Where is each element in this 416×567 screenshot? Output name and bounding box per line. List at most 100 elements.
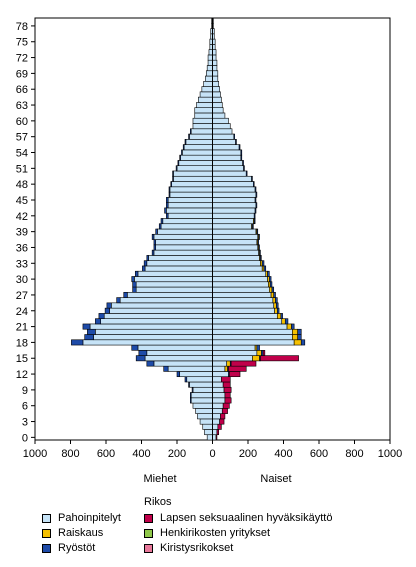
bar-women-age-29-series-2: [269, 281, 273, 288]
bar-men-age-40-series-2: [158, 223, 162, 230]
bar-men-age-38-series-2: [151, 233, 155, 240]
bar-women-age-18-series-0: [212, 339, 295, 346]
bar-women-age-8-series-3: [224, 392, 231, 399]
y-tick-label: 33: [16, 258, 28, 270]
bar-women-age-44-series-0: [212, 202, 257, 209]
legend-item: Kiristysrikokset: [144, 542, 233, 554]
bar-women-age-23-series-1: [276, 313, 282, 319]
bar-men-age-35-series-2: [151, 249, 155, 256]
bar-women-age-36-series-2: [258, 244, 260, 251]
bar-men-age-20-series-2: [87, 328, 96, 335]
bar-women-age-41-series-2: [253, 218, 256, 225]
y-tick-label: 78: [16, 21, 28, 33]
bar-men-age-51-series-0: [176, 165, 213, 172]
bar-men-age-58-series-2: [190, 128, 192, 135]
bar-women-age-36-series-0: [212, 244, 259, 251]
bar-men-age-52-series-2: [177, 160, 180, 166]
legend-label: Raiskaus: [58, 527, 104, 539]
bar-women-age-34-series-0: [212, 255, 260, 261]
bar-women-age-71-series-0: [212, 59, 218, 66]
bar-women-age-16-series-0: [212, 350, 258, 356]
bar-women-age-67-series-0: [212, 81, 220, 87]
bar-men-age-40-series-0: [160, 223, 213, 230]
bar-women-age-10-series-3: [222, 381, 231, 388]
bar-women-age-66-series-0: [212, 86, 220, 93]
bar-men-age-18-series-0: [82, 339, 213, 346]
bar-women-age-48-series-0: [212, 181, 254, 188]
bar-women-age-50-series-0: [212, 170, 247, 177]
bar-women-age-18-series-1: [293, 339, 302, 346]
bar-men-age-55-series-2: [182, 144, 185, 151]
bar-men-age-48-series-0: [171, 181, 213, 188]
bar-women-age-24-series-2: [276, 307, 280, 314]
bar-women-age-38-series-2: [258, 233, 260, 240]
x-tick-label: 800: [61, 448, 79, 460]
bar-men-age-36-series-2: [153, 244, 156, 251]
bar-men-age-31-series-0: [137, 270, 213, 277]
bar-women-age-57-series-0: [212, 133, 235, 140]
bar-men-age-38-series-0: [153, 233, 213, 240]
bar-women-age-6-series-0: [212, 402, 224, 409]
bar-women-age-9-series-0: [212, 386, 225, 393]
bar-women-age-51-series-0: [212, 165, 244, 172]
bar-women-age-65-series-0: [212, 91, 221, 98]
bar-men-age-3-series-0: [199, 418, 213, 425]
bar-women-age-61-series-0: [212, 112, 226, 119]
bar-men-age-18-series-2: [71, 339, 84, 346]
bar-men-age-44-series-0: [167, 202, 213, 209]
bar-women-age-48-series-2: [253, 181, 255, 188]
bar-men-age-28-series-0: [135, 286, 213, 293]
y-axis-ticks: 0369121518212427303336394245485154576063…: [16, 21, 35, 444]
bar-men-age-16-series-0: [146, 350, 213, 356]
legend-item: Henkirikosten yritykset: [144, 527, 270, 539]
y-tick-label: 51: [16, 163, 28, 175]
bar-women-age-26-series-0: [212, 297, 274, 304]
legend-item: Raiskaus: [42, 527, 103, 539]
bar-men-age-44-series-2: [166, 202, 169, 209]
x-tick-label: 1000: [378, 448, 402, 460]
bar-women-age-59-series-0: [212, 123, 231, 130]
bar-men-age-11-series-2: [184, 376, 188, 383]
bar-men-age-48-series-2: [170, 181, 172, 188]
bar-women-age-42-series-2: [253, 212, 256, 219]
bar-men-age-31-series-2: [134, 270, 139, 277]
y-tick-label: 21: [16, 322, 28, 334]
bar-women-age-20-series-2: [297, 328, 302, 335]
bar-men-age-26-series-2: [116, 297, 121, 304]
bar-women-age-60-series-0: [212, 117, 229, 124]
bar-women-age-26-series-1: [272, 297, 276, 304]
bar-women-age-31-series-0: [212, 270, 267, 277]
bar-women-age-21-series-0: [212, 323, 288, 330]
bar-women-age-28-series-0: [212, 286, 270, 293]
bar-men-age-47-series-0: [169, 186, 213, 193]
bar-women-age-15-series-0: [212, 355, 253, 362]
bar-men-age-20-series-0: [95, 328, 213, 335]
bar-men-age-59-series-0: [192, 123, 213, 130]
bar-women-age-49-series-0: [212, 175, 252, 182]
bar-men-age-1-series-0: [204, 429, 213, 436]
bar-men-age-53-series-0: [180, 154, 213, 161]
bar-men-age-0-series-0: [206, 434, 213, 441]
bar-women-age-47-series-0: [212, 186, 256, 193]
bar-women-age-24-series-0: [212, 307, 275, 314]
bar-women-age-13-series-3: [228, 365, 247, 372]
bar-men-age-10-series-0: [189, 381, 213, 388]
bar-women-age-37-series-0: [212, 239, 258, 246]
bar-men-age-29-series-0: [135, 281, 213, 288]
bar-men-age-52-series-0: [178, 160, 213, 166]
bar-women-age-37-series-2: [257, 239, 259, 246]
bar-men-age-46-series-2: [168, 191, 171, 198]
bar-men-age-25-series-2: [106, 302, 112, 309]
bar-men-age-50-series-0: [173, 170, 213, 177]
y-tick-label: 60: [16, 116, 28, 128]
bar-men-age-41-series-2: [160, 218, 164, 225]
bar-women-age-17-series-0: [212, 344, 256, 351]
bar-women-age-1-series-3: [216, 429, 220, 436]
bar-men-age-12-series-2: [176, 371, 180, 378]
x-tick-label: 400: [274, 448, 292, 460]
bar-men-age-70-series-0: [206, 65, 213, 72]
bar-men-age-4-series-0: [197, 413, 213, 420]
bar-men-age-7-series-0: [190, 397, 213, 404]
legend-swatch: [144, 528, 153, 538]
y-tick-label: 66: [16, 84, 28, 96]
